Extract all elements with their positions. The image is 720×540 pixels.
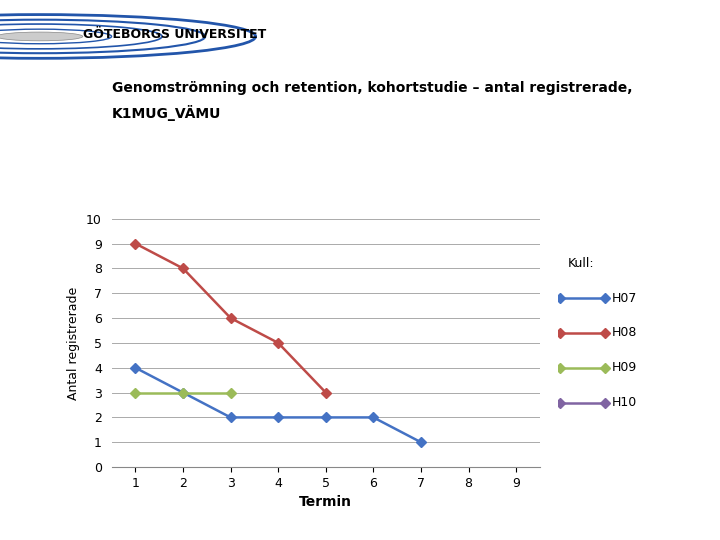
Text: K1MUG_VÄMU: K1MUG_VÄMU [112, 105, 221, 122]
Y-axis label: Antal registrerade: Antal registrerade [68, 286, 81, 400]
Text: Avdelningen för analys och utvärdering: Avdelningen för analys och utvärdering [16, 515, 208, 525]
Text: GÖTEBORGS UNIVERSITET: GÖTEBORGS UNIVERSITET [83, 29, 266, 42]
H09 [179, 389, 187, 396]
Text: H08: H08 [612, 327, 637, 340]
Text: Genomströmning och retention, kohortstudie – antal registrerade,: Genomströmning och retention, kohortstud… [112, 81, 632, 95]
H07 [131, 364, 140, 371]
Circle shape [0, 32, 83, 41]
H07 [417, 439, 426, 446]
H07 [274, 414, 282, 421]
H08 [226, 315, 235, 321]
X-axis label: Termin: Termin [300, 495, 352, 509]
H08 [321, 389, 330, 396]
Text: Kull:: Kull: [568, 257, 595, 270]
Text: H10: H10 [612, 396, 637, 409]
Text: H09: H09 [612, 361, 637, 374]
Line: H09: H09 [132, 389, 234, 396]
H08 [131, 240, 140, 247]
Text: H07: H07 [612, 292, 637, 305]
Text: 2021-12-13: 2021-12-13 [558, 515, 614, 525]
Line: H08: H08 [132, 240, 329, 396]
H08 [274, 340, 282, 346]
H07 [321, 414, 330, 421]
H07 [226, 414, 235, 421]
H07 [369, 414, 378, 421]
Line: H07: H07 [132, 364, 425, 445]
H09 [226, 389, 235, 396]
H07 [179, 389, 187, 396]
Text: Katarina Borne: Katarina Borne [323, 515, 397, 525]
H08 [179, 265, 187, 272]
Text: www.gu.se: www.gu.se [652, 515, 704, 525]
H09 [131, 389, 140, 396]
